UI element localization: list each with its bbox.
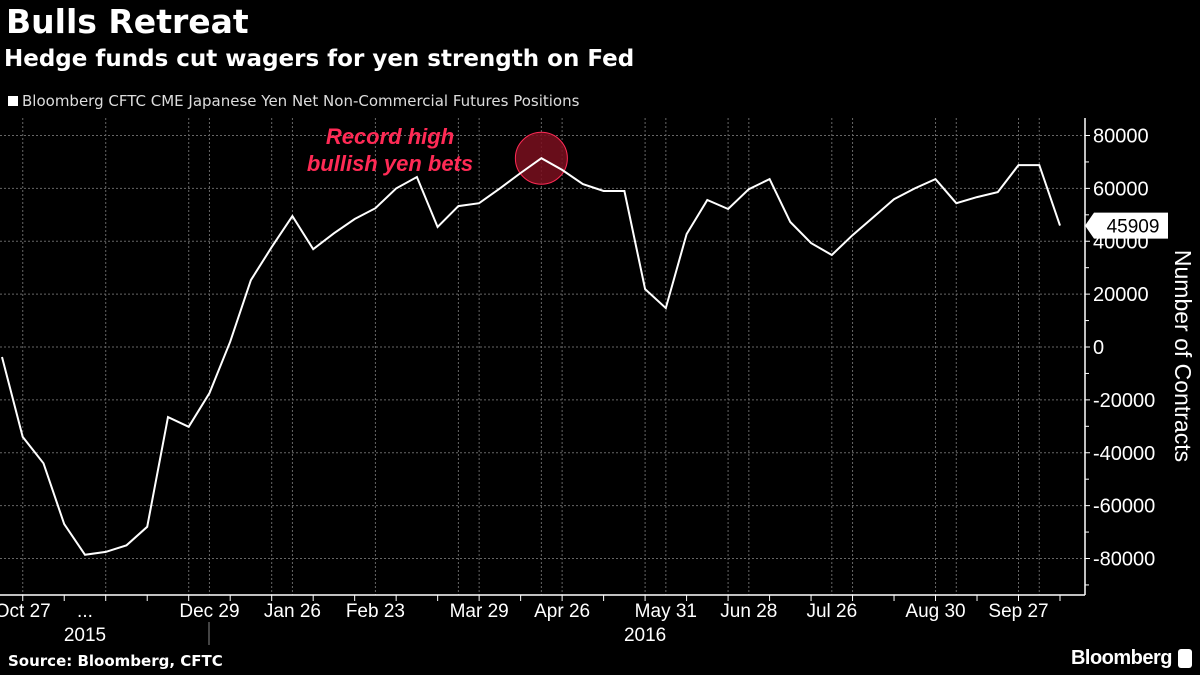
logo-mark-icon bbox=[1178, 649, 1192, 668]
x-tick-label: Mar 29 bbox=[450, 601, 509, 622]
y-tick-label: -80000 bbox=[1093, 549, 1155, 571]
legend: Bloomberg CFTC CME Japanese Yen Net Non-… bbox=[8, 92, 579, 110]
chart-subtitle: Hedge funds cut wagers for yen strength … bbox=[4, 46, 635, 72]
logo-text: Bloomberg bbox=[1070, 647, 1173, 669]
source-note: Source: Bloomberg, CFTC bbox=[8, 652, 223, 670]
x-tick-label: May 31 bbox=[635, 601, 697, 622]
y-tick-label: 20000 bbox=[1093, 284, 1149, 306]
last-value-label: 45909 bbox=[1107, 217, 1160, 238]
x-tick-label: Aug 30 bbox=[905, 601, 965, 622]
x-tick-label: Feb 23 bbox=[346, 601, 405, 622]
last-value-badge bbox=[1085, 212, 1168, 239]
x-tick-label: Jul 26 bbox=[806, 601, 857, 622]
x-year-label: 2015 bbox=[64, 625, 106, 646]
y-tick-label: -60000 bbox=[1093, 496, 1155, 518]
y-tick-label: -40000 bbox=[1093, 443, 1155, 465]
x-year-label: 2016 bbox=[624, 625, 666, 646]
y-tick-label: -20000 bbox=[1093, 390, 1155, 412]
x-tick-label: ... bbox=[77, 601, 93, 622]
annotation-text: bullish yen bets bbox=[307, 151, 473, 176]
annotation-text: Record high bbox=[326, 124, 454, 149]
chart-title: Bulls Retreat bbox=[6, 2, 249, 41]
x-tick-label: Oct 27 bbox=[0, 601, 51, 622]
x-tick-label: Sep 27 bbox=[988, 601, 1048, 622]
x-tick-label: Apr 26 bbox=[534, 601, 590, 622]
series-line bbox=[1, 157, 1061, 556]
legend-label: Bloomberg CFTC CME Japanese Yen Net Non-… bbox=[22, 92, 580, 110]
x-tick-label: Jun 28 bbox=[720, 601, 777, 622]
y-axis-label: Number of Contracts bbox=[1170, 250, 1196, 462]
x-tick-label: Dec 29 bbox=[179, 601, 239, 622]
y-tick-label: 0 bbox=[1093, 337, 1104, 359]
bloomberg-logo: Bloomberg bbox=[1071, 647, 1192, 670]
y-tick-label: 80000 bbox=[1093, 126, 1149, 148]
y-tick-label: 60000 bbox=[1093, 178, 1149, 200]
x-tick-label: Jan 26 bbox=[264, 601, 321, 622]
legend-swatch bbox=[8, 96, 18, 106]
